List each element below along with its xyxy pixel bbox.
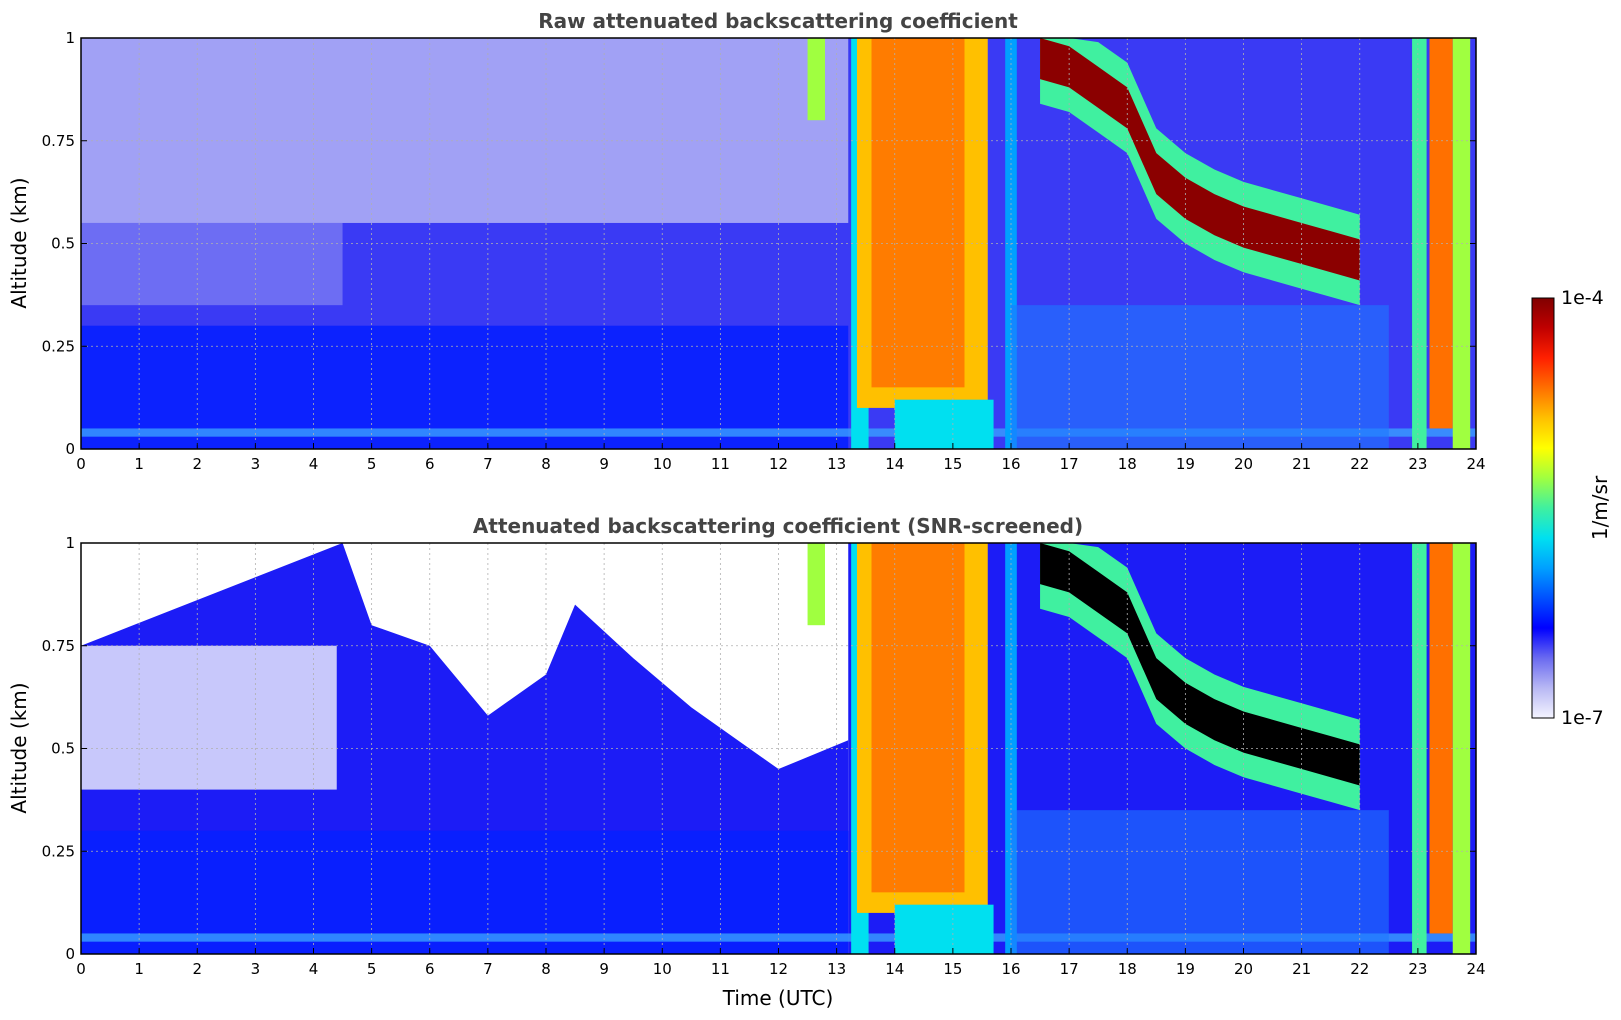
x-tick-label: 5 [367,960,377,978]
cloud-column-3 [1412,38,1427,449]
x-tick-label: 11 [711,960,730,978]
x-tick-label: 8 [541,455,551,473]
x-tick-label: 21 [1292,455,1311,473]
y-tick-label: 1 [65,29,75,47]
x-tick-label: 18 [1118,960,1137,978]
cloud-column-small [807,38,825,121]
cloud-column-1-core [871,543,965,893]
x-tick-label: 6 [425,455,435,473]
x-tick-label: 18 [1118,455,1137,473]
x-tick-label: 0 [76,960,86,978]
x-tick-label: 11 [711,455,730,473]
x-tick-label: 8 [541,960,551,978]
x-tick-label: 23 [1408,960,1427,978]
cloud-layer-core [1040,543,1360,786]
x-tick-label: 3 [251,455,261,473]
x-tick-label: 17 [1060,455,1079,473]
x-tick-label: 3 [251,960,261,978]
x-tick-label: 0 [76,455,86,473]
cloud-column-1-core [871,38,965,388]
y-tick-label: 0.5 [51,235,75,253]
y-tick-label: 0.5 [51,740,75,758]
near-ground-band [81,428,1476,437]
panel-2-ylabel: Altitude (km) [7,682,31,813]
x-tick-label: 13 [827,960,846,978]
x-tick-label: 10 [653,960,672,978]
cloud-column-3 [1412,543,1427,954]
colorbar-label: 1/m/sr [1588,475,1612,540]
y-tick-label: 1 [65,534,75,552]
y-tick-label: 0 [65,945,75,963]
y-tick-label: 0.25 [42,842,75,860]
lower-aerosol-layer [1011,810,1389,954]
x-tick-label: 15 [943,960,962,978]
x-tick-label: 2 [192,960,202,978]
x-tick-label: 17 [1060,960,1079,978]
cloud-layer-core [1040,38,1360,281]
cloud-column-1-base [894,399,994,449]
y-tick-label: 0.75 [42,637,75,655]
y-tick-label: 0.25 [42,337,75,355]
colorbar-min-label: 1e-7 [1561,707,1604,729]
x-tick-label: 1 [134,960,144,978]
near-ground-band [81,933,1476,942]
x-tick-label: 12 [769,455,788,473]
colorbar [1531,297,1555,719]
x-tick-label: 16 [1001,455,1020,473]
x-tick-label: 12 [769,960,788,978]
x-tick-label: 6 [425,960,435,978]
x-tick-label: 2 [192,455,202,473]
x-tick-label: 22 [1350,960,1369,978]
lower-aerosol-layer [1011,305,1389,449]
x-tick-label: 1 [134,455,144,473]
x-tick-label: 16 [1001,960,1020,978]
x-tick-label: 21 [1292,960,1311,978]
panel-1-ylabel: Altitude (km) [7,177,31,308]
x-tick-label: 15 [943,455,962,473]
x-tick-label: 14 [885,960,904,978]
x-tick-label: 24 [1466,455,1485,473]
cloud-column-4 [1429,543,1453,934]
x-tick-label: 24 [1466,960,1485,978]
x-tick-label: 7 [483,960,493,978]
x-tick-label: 10 [653,455,672,473]
x-tick-label: 20 [1234,455,1253,473]
colorbar-max-label: 1e-4 [1561,287,1604,309]
x-tick-label: 4 [309,960,319,978]
y-tick-label: 0 [65,440,75,458]
y-tick-label: 0.75 [42,132,75,150]
x-tick-label: 20 [1234,960,1253,978]
x-tick-label: 4 [309,455,319,473]
x-tick-label: 23 [1408,455,1427,473]
x-tick-label: 5 [367,455,377,473]
low-snr-region [81,645,337,790]
upper-noise-region [81,38,849,223]
x-tick-label: 19 [1176,960,1195,978]
panel-2-plot [81,543,1476,954]
mid-noise-region [81,222,343,306]
x-tick-label: 9 [599,455,609,473]
panel-1-plot [81,38,1476,449]
x-tick-label: 22 [1350,455,1369,473]
cloud-column-small [807,543,825,626]
panel-2-title: Attenuated backscattering coefficient (S… [473,514,1083,538]
panel-2-xlabel: Time (UTC) [722,986,834,1010]
panel-1-title: Raw attenuated backscattering coefficien… [538,9,1018,33]
x-tick-label: 13 [827,455,846,473]
x-tick-label: 7 [483,455,493,473]
cloud-column-4 [1429,38,1453,429]
x-tick-label: 9 [599,960,609,978]
x-tick-label: 14 [885,455,904,473]
cloud-column-1-base [894,904,994,954]
x-tick-label: 19 [1176,455,1195,473]
